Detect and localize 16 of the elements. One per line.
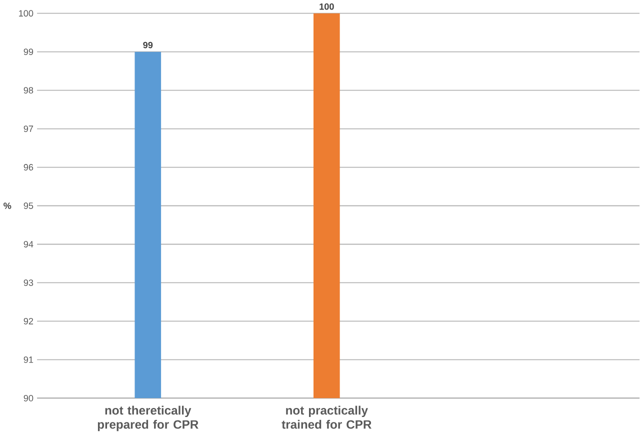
y-tick-label: 100 [19,10,34,17]
y-tick-label: 90 [24,395,34,402]
x-tick-label: not theretically prepared for CPR [98,406,198,432]
y-tick-label: 98 [24,87,34,94]
y-tick-label: 92 [24,318,34,325]
y-tick-label: 96 [24,164,34,171]
data-label: 100 [320,4,334,10]
y-tick-label: 94 [24,241,34,248]
y-tick-label: 99 [24,48,34,56]
y-tick-label: 97 [24,126,34,132]
y-tick-label: 95 [24,202,34,210]
x-tick-label: not practically trained for CPR [282,406,372,430]
y-axis-title: % [4,202,12,210]
y-tick-label: 93 [24,280,34,286]
y-tick-label: 91 [24,356,34,364]
data-label: 99 [143,42,153,49]
